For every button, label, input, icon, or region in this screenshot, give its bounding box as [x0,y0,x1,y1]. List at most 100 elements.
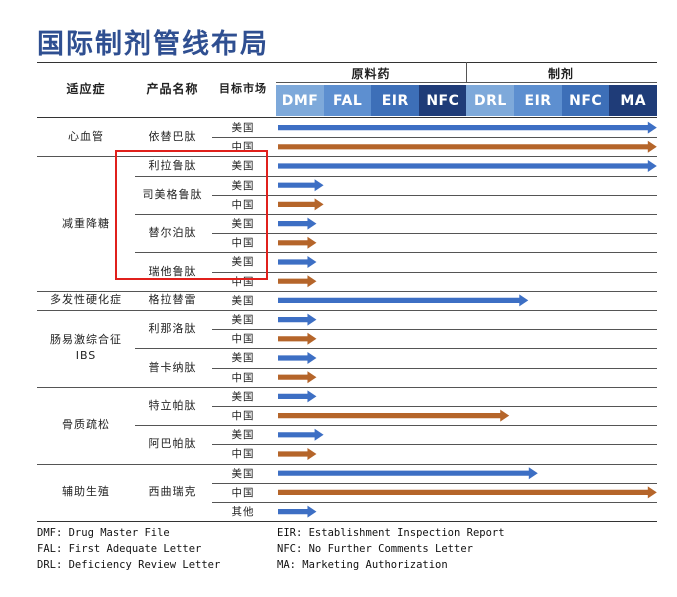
progress-arrow [278,294,529,307]
product-cell: 西曲瑞克 [148,485,197,499]
progress-arrow [278,486,657,499]
market-cell: 美国 [231,429,255,442]
indication-label: 心血管 [68,130,104,144]
indication-cell: 肠易激综合征 IBS [37,310,135,387]
product-cell: 司美格鲁肽 [142,187,203,201]
legend-item: DMF: Drug Master File [37,527,170,539]
row-divider [276,82,657,83]
row-divider [212,406,657,407]
market-cell: 其他 [231,506,255,519]
progress-arrow [278,448,317,460]
product-cell: 依替巴肽 [148,130,197,144]
progress-arrow [278,371,317,384]
market-cell: 美国 [231,294,255,307]
product-cell: 利那洛肽 [148,322,197,336]
progress-arrow [278,467,538,480]
market-cell: 美国 [231,314,255,327]
market-cell: 中国 [231,371,255,384]
stage-fal: FAL [323,85,372,116]
market-cell: 中国 [231,333,255,346]
progress-arrow [278,505,317,518]
product-cell: 特立帕肽 [148,398,197,412]
market-cell: 美国 [231,179,255,192]
progress-arrow [278,428,324,441]
progress-arrow [278,217,317,230]
market-cell: 美国 [231,256,255,269]
market-cell: 中国 [231,198,255,211]
market-cell: 美国 [231,122,255,135]
row-divider [212,271,657,273]
market-cell: 美国 [231,218,255,231]
legend-item: DRL: Deficiency Review Letter [37,559,221,571]
row-divider [212,329,657,331]
row-divider [212,175,657,177]
group-divider [466,62,467,82]
header-api-group: 原料药 [351,67,391,81]
stage-drl: DRL [466,85,515,116]
progress-arrow [278,198,324,211]
row-divider [212,348,657,350]
indication-label: 多发性硬化症 [50,293,122,307]
legend-item: FAL: First Adequate Letter [37,543,202,555]
market-cell: 美国 [231,390,255,403]
market-cell: 中国 [231,486,255,499]
progress-arrow [278,140,657,153]
stage-nfc: NFC [418,85,467,116]
row-divider [212,463,657,465]
row-divider [212,482,657,484]
indication-label: 辅助生殖 [62,485,110,499]
header-indication: 适应症 [66,82,106,96]
indication-cell: 多发性硬化症 [37,291,135,310]
header-product: 产品名称 [146,82,199,96]
market-cell: 美国 [231,467,255,480]
indication-sublabel: IBS [75,349,97,363]
row-divider [37,117,657,118]
row-divider [212,252,657,254]
row-divider [212,444,657,446]
product-cell: 格拉替雷 [148,293,197,307]
legend-item: NFC: No Further Comments Letter [277,543,473,555]
progress-arrow [278,313,317,326]
indication-cell: 减重降糖 [37,156,135,290]
market-cell: 中国 [231,237,255,250]
row-divider [212,502,657,503]
stage-eir: EIR [371,85,420,116]
row-divider [212,425,657,427]
product-cell: 普卡纳肽 [148,360,197,374]
product-cell: 阿巴帕肽 [148,437,197,451]
legend-item: MA: Marketing Authorization [277,559,448,571]
product-cell: 瑞他鲁肽 [148,264,197,278]
progress-arrow [278,179,324,192]
header-formulation-group: 制剂 [547,67,574,81]
progress-arrow [278,160,657,172]
market-cell: 美国 [231,160,255,173]
stage-ma: MA [609,85,658,116]
stage-eir: EIR [514,85,563,116]
row-divider [212,386,657,388]
indication-cell: 骨质疏松 [37,387,135,464]
progress-arrow [278,121,657,134]
progress-arrow [278,390,317,403]
progress-arrow [278,409,510,422]
progress-arrow [278,352,317,364]
indication-label: 肠易激综合征 [50,333,122,347]
row-divider [212,367,657,369]
header-market: 目标市场 [219,82,267,95]
row-divider [212,194,657,196]
row-divider [37,62,657,63]
stage-nfc: NFC [561,85,610,116]
legend-item: EIR: Establishment Inspection Report [277,527,505,539]
market-cell: 中国 [231,410,255,423]
progress-arrow [278,256,317,268]
indication-label: 骨质疏松 [62,418,110,432]
indication-cell: 辅助生殖 [37,464,135,522]
market-cell: 美国 [231,352,255,365]
stage-dmf: DMF [276,85,325,116]
page-title: 国际制剂管线布局 [37,29,269,60]
progress-arrow [278,275,317,288]
row-divider [212,290,657,292]
progress-arrow [278,236,317,249]
row-divider [212,137,657,139]
product-cell: 替尔泊肽 [148,226,197,240]
